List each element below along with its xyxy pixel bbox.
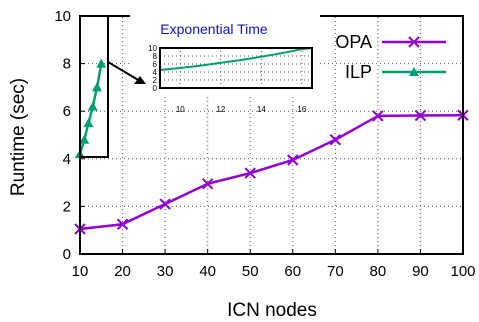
ilp-point: [87, 101, 98, 111]
opa-point-stroke: [287, 154, 299, 166]
opa-point-stroke: [329, 134, 342, 146]
y-tick-label: 0: [63, 246, 71, 263]
legend-marker-ilp: [409, 67, 419, 76]
opa-point: [329, 134, 342, 146]
opa-point: [159, 198, 171, 210]
y-tick-label: 10: [54, 8, 71, 25]
x-tick-label: 40: [199, 263, 216, 280]
opa-point-stroke: [159, 198, 171, 210]
inset-y-tick-label: 10: [148, 44, 157, 53]
zoom-arrow-shaft: [107, 61, 141, 82]
y-tick-label: 6: [63, 103, 71, 120]
y-tick-label: 8: [63, 56, 71, 73]
zoom-arrow-head: [134, 76, 146, 84]
inset-ilp-line: [159, 47, 313, 71]
zoom-box: [79, 15, 109, 158]
legend-marker-opa: [408, 36, 420, 48]
inset-x-tick-label: 16: [297, 105, 306, 114]
x-tick-label: 60: [284, 263, 301, 280]
inset-y-tick-label: 4: [153, 68, 158, 77]
ilp-point: [79, 134, 90, 144]
inset-background: [130, 15, 320, 95]
opa-point-stroke: [116, 218, 129, 230]
inset-title: Exponential Time: [160, 21, 268, 37]
inset-x-tick-label: 10: [176, 105, 185, 114]
x-tick-label: 50: [242, 263, 259, 280]
legend-label-ilp: ILP: [345, 62, 372, 82]
opa-series-line: [79, 113, 464, 231]
opa-point: [116, 218, 129, 230]
x-tick-label: 100: [450, 263, 475, 280]
inset-frame: [159, 47, 313, 89]
legend: OPA ILP: [335, 32, 446, 82]
opa-point: [372, 110, 384, 122]
main-series: [74, 58, 469, 235]
inset-y-tick-label: 0: [153, 84, 158, 93]
x-tick-label: 80: [370, 263, 387, 280]
inset-y-tick-label: 2: [153, 76, 158, 85]
inset-y-tick-label: 6: [153, 60, 158, 69]
opa-point: [287, 154, 299, 166]
y-axis-label: Runtime (sec): [8, 78, 29, 196]
ilp-point: [96, 58, 107, 68]
x-tick-label: 10: [72, 263, 89, 280]
opa-point-stroke: [414, 109, 427, 122]
opa-point: [244, 167, 256, 179]
legend-marker-opa-stroke: [408, 36, 420, 48]
x-tick-label: 20: [114, 263, 131, 280]
inset-y-tick-label: 8: [153, 52, 158, 61]
inset-x-tick-label: 14: [257, 105, 266, 114]
inset-x-tick-label: 12: [216, 105, 225, 114]
opa-point-stroke: [244, 167, 256, 179]
ilp-point: [83, 118, 94, 128]
opa-point: [201, 178, 214, 190]
ilp-point: [92, 82, 103, 92]
x-tick-label: 70: [327, 263, 344, 280]
x-axis-label: ICN nodes: [227, 300, 317, 321]
legend-label-opa: OPA: [335, 32, 372, 52]
opa-point: [414, 109, 427, 122]
x-tick-label: 30: [157, 263, 174, 280]
opa-point-stroke: [201, 178, 214, 190]
y-tick-label: 4: [63, 151, 71, 168]
opa-point-stroke: [372, 110, 384, 122]
x-tick-label: 90: [412, 263, 429, 280]
inset-series: [159, 47, 313, 71]
y-tick-label: 2: [63, 198, 71, 215]
